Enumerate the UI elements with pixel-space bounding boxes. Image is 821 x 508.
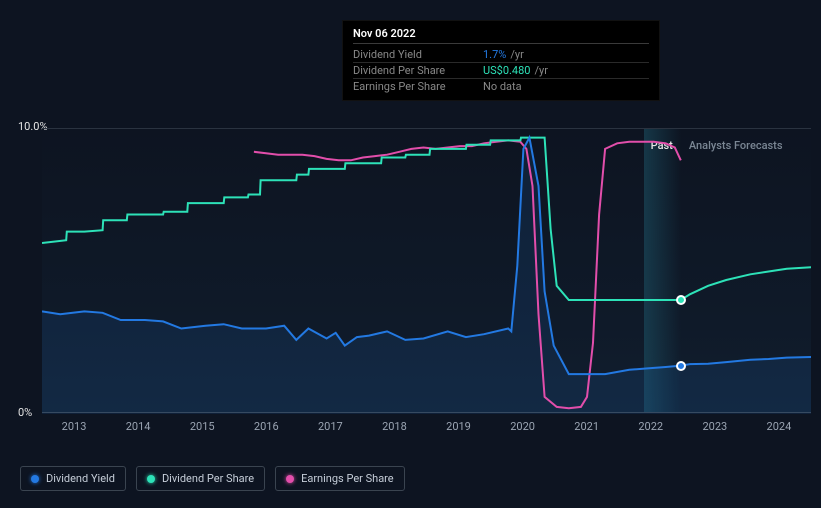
tooltip-suffix: /yr (534, 64, 547, 77)
chart-area: 10.0% 0% Past Analysts Forecasts 2013201… (42, 20, 811, 435)
tooltip-label: Dividend Per Share (353, 64, 483, 77)
x-axis-tick-label: 2023 (683, 420, 747, 433)
x-axis-tick-label: 2024 (747, 420, 811, 433)
legend-label: Dividend Per Share (162, 472, 254, 485)
x-axis-tick-label: 2019 (426, 420, 490, 433)
x-axis-labels: 2013201420152016201720182019202020212022… (42, 420, 811, 433)
tooltip-value: US$0.480 (483, 64, 530, 77)
x-axis-tick-label: 2021 (555, 420, 619, 433)
legend-dot-icon (286, 475, 294, 483)
tooltip-row: Earnings Per ShareNo data (353, 79, 649, 94)
legend-item-dividend-yield[interactable]: Dividend Yield (20, 466, 126, 491)
legend-label: Earnings Per Share (301, 472, 394, 485)
chart-tooltip: Nov 06 2022 Dividend Yield1.7%/yrDividen… (342, 20, 660, 101)
tooltip-label: Dividend Yield (353, 48, 483, 61)
x-axis-tick-label: 2013 (42, 420, 106, 433)
legend-item-earnings-per-share[interactable]: Earnings Per Share (275, 466, 405, 491)
legend: Dividend Yield Dividend Per Share Earnin… (20, 466, 405, 491)
tooltip-title: Nov 06 2022 (353, 27, 649, 44)
legend-dot-icon (147, 475, 155, 483)
x-axis-tick-label: 2015 (170, 420, 234, 433)
dividend-per-share-marker[interactable] (676, 295, 686, 305)
x-axis-tick-label: 2020 (491, 420, 555, 433)
tooltip-value: 1.7% (483, 48, 506, 61)
legend-label: Dividend Yield (46, 472, 115, 485)
x-axis-tick-label: 2014 (106, 420, 170, 433)
x-axis-tick-label: 2016 (234, 420, 298, 433)
legend-item-dividend-per-share[interactable]: Dividend Per Share (136, 466, 265, 491)
tooltip-row: Dividend Per ShareUS$0.480/yr (353, 63, 649, 79)
tooltip-label: Earnings Per Share (353, 80, 483, 93)
legend-dot-icon (31, 475, 39, 483)
tooltip-row: Dividend Yield1.7% /yr (353, 47, 649, 63)
tooltip-value: No data (483, 80, 522, 93)
x-axis-tick-label: 2022 (619, 420, 683, 433)
dividend-yield-marker[interactable] (676, 361, 686, 371)
plot-area[interactable]: Past Analysts Forecasts (42, 128, 811, 413)
x-axis-tick-label: 2017 (298, 420, 362, 433)
chart-svg (42, 129, 811, 414)
y-axis-min-label: 0% (18, 406, 32, 419)
x-axis-tick-label: 2018 (362, 420, 426, 433)
tooltip-suffix: /yr (510, 48, 523, 61)
